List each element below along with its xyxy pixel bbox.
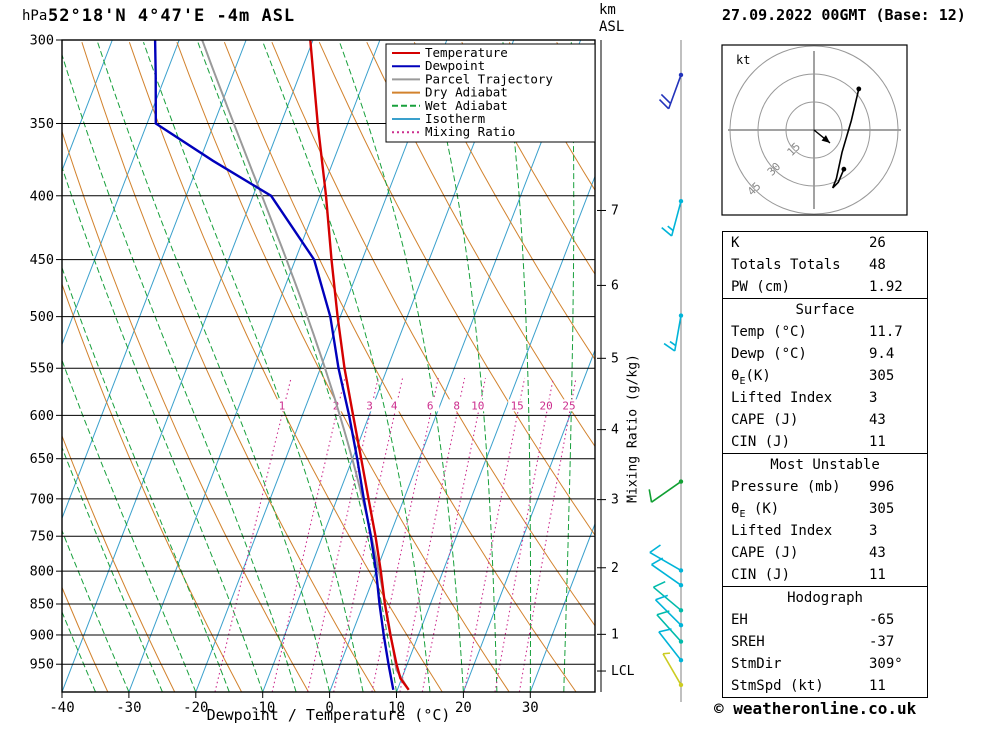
table-header: Surface: [795, 302, 855, 318]
svg-text:500: 500: [30, 309, 54, 325]
legend-label: Parcel Trajectory: [425, 71, 553, 86]
svg-text:20: 20: [455, 700, 472, 716]
x-axis-label: Dewpoint / Temperature (°C): [206, 706, 451, 724]
table-row: Lifted Index 3: [731, 523, 878, 539]
isotherms: [62, 40, 595, 692]
table-row: CAPE (J) 43: [731, 412, 886, 428]
wind-barbs: [648, 40, 684, 702]
svg-text:7: 7: [611, 203, 619, 218]
legend-label: Dewpoint: [425, 58, 485, 73]
mixing-ratio-axis-label: Mixing Ratio (g/kg): [625, 354, 641, 503]
mixing-ratio-lines: [214, 377, 577, 692]
svg-text:8: 8: [453, 399, 460, 412]
temperature-labels: -40 -30 -20 -10 0 10 20 30: [49, 692, 539, 716]
table-row: SREH -37: [731, 634, 895, 650]
svg-text:750: 750: [30, 529, 54, 545]
table-row: Pressure (mb) 996: [731, 479, 895, 495]
pressure-axis-unit: hPa: [22, 8, 48, 24]
svg-text:6: 6: [611, 278, 619, 293]
svg-text:300: 300: [30, 33, 54, 49]
svg-text:25: 25: [562, 399, 575, 412]
svg-text:850: 850: [30, 596, 54, 612]
table-row: K 26: [731, 235, 886, 251]
svg-text:5: 5: [611, 351, 619, 366]
legend-label: Mixing Ratio: [425, 124, 515, 139]
altitude-axis-unit-km: km: [599, 2, 616, 18]
svg-text:10: 10: [388, 700, 405, 716]
svg-text:-40: -40: [49, 700, 74, 716]
svg-text:900: 900: [30, 627, 54, 643]
svg-text:30: 30: [522, 700, 539, 716]
svg-text:6: 6: [427, 399, 434, 412]
legend-label: Dry Adiabat: [425, 85, 508, 100]
temperature-curve: [309, 40, 410, 691]
altitude-axis-unit-asl: ASL: [599, 19, 625, 35]
table-row: Totals Totals 48: [731, 257, 886, 273]
svg-text:4: 4: [391, 399, 398, 412]
svg-text:450: 450: [30, 252, 54, 268]
table-row: Dewp (°C) 9.4: [731, 346, 895, 362]
model-run-date: 27.09.2022 00GMT (Base: 12): [722, 6, 966, 24]
svg-text:20: 20: [539, 399, 552, 412]
table-row: PW (cm) 1.92: [731, 279, 903, 295]
mixing-ratio-labels: 1 2 3 4 6 8 10 15 20 25: [272, 399, 579, 412]
hodograph-trace: [831, 88, 860, 189]
svg-text:-10: -10: [250, 700, 275, 716]
pressure-labels: 300 350 400 450 500 550 600 650 700 750 800 850 900 9…: [30, 33, 62, 673]
svg-text:600: 600: [30, 408, 54, 424]
table-surface: Surface Temp (°C) 11.7 Dewp (°C) 9.4 θE(K) 305…: [722, 298, 928, 454]
table-row: CIN (J) 11: [731, 434, 886, 450]
svg-text:4: 4: [611, 423, 619, 438]
profiles: [153, 40, 410, 691]
svg-text:800: 800: [30, 564, 54, 580]
legend-label: Wet Adiabat: [425, 98, 508, 113]
svg-text:350: 350: [30, 116, 54, 132]
table-row: Lifted Index 3: [731, 390, 878, 406]
svg-text:1: 1: [279, 399, 286, 412]
svg-text:10: 10: [471, 399, 484, 412]
table-most-unstable: Most Unstable Pressure (mb) 996 θE (K) 305 Li…: [722, 453, 928, 587]
svg-text:-20: -20: [183, 700, 208, 716]
table-row: θE (K) 305: [731, 501, 895, 520]
table-row: EH -65: [731, 612, 895, 628]
svg-text:0: 0: [325, 700, 333, 716]
svg-text:550: 550: [30, 361, 54, 377]
svg-text:2: 2: [611, 561, 619, 576]
svg-text:400: 400: [30, 188, 54, 204]
plot-frame: [61, 39, 596, 693]
legend-label: Temperature: [425, 45, 508, 60]
table-row: CIN (J) 11: [731, 567, 886, 583]
legend-label: Isotherm: [425, 111, 485, 126]
table-row: StmSpd (kt) 11: [731, 678, 886, 694]
km-axis: 1 2 3 4 5 6 7 LCL: [597, 40, 635, 692]
svg-text:1: 1: [611, 627, 619, 642]
wet-adiabats: [62, 42, 575, 692]
table-row: θE(K) 305: [731, 368, 895, 387]
dewpoint-curve: [153, 40, 395, 691]
copyright: © weatheronline.co.uk: [714, 699, 917, 718]
data-tables: K 26 Totals Totals 48 PW (cm) 1.92 Surface Temp…: [722, 231, 928, 698]
svg-text:3: 3: [611, 493, 619, 508]
svg-text:700: 700: [30, 491, 54, 507]
table-row: Temp (°C) 11.7: [731, 324, 903, 340]
page-title: 52°18'N 4°47'E -4m ASL: [48, 6, 296, 26]
table-row: StmDir 309°: [731, 656, 903, 672]
svg-text:15: 15: [511, 399, 524, 412]
table-indices: K 26 Totals Totals 48 PW (cm) 1.92: [722, 231, 928, 299]
svg-text:650: 650: [30, 451, 54, 467]
lcl-label: LCL: [611, 664, 635, 679]
table-header: Most Unstable: [770, 457, 880, 473]
svg-text:3: 3: [366, 399, 373, 412]
svg-text:-30: -30: [116, 700, 141, 716]
hodograph-unit: kt: [736, 53, 750, 67]
table-header: Hodograph: [787, 590, 863, 606]
svg-text:950: 950: [30, 657, 54, 673]
table-hodograph: Hodograph EH -65 SREH -37 StmDir 309° StmSpd (k…: [722, 586, 928, 698]
table-row: CAPE (J) 43: [731, 545, 886, 561]
